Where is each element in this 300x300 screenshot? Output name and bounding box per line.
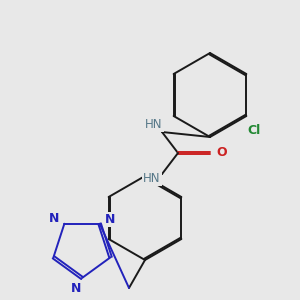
Text: Cl: Cl	[248, 124, 261, 136]
Text: HN: HN	[143, 172, 161, 184]
Text: N: N	[49, 212, 60, 225]
Text: O: O	[217, 146, 227, 160]
Text: HN: HN	[145, 118, 163, 130]
Text: N: N	[71, 281, 81, 295]
Text: N: N	[104, 213, 115, 226]
